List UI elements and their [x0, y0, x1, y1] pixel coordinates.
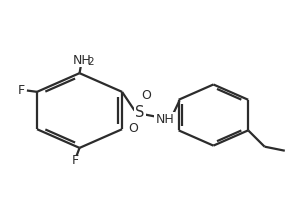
Text: O: O — [141, 89, 152, 102]
Text: S: S — [135, 105, 145, 120]
Text: F: F — [71, 154, 79, 167]
Text: O: O — [129, 122, 138, 135]
Text: F: F — [18, 84, 25, 96]
Text: NH: NH — [156, 113, 174, 126]
Text: 2: 2 — [88, 57, 94, 67]
Text: NH: NH — [73, 53, 91, 67]
